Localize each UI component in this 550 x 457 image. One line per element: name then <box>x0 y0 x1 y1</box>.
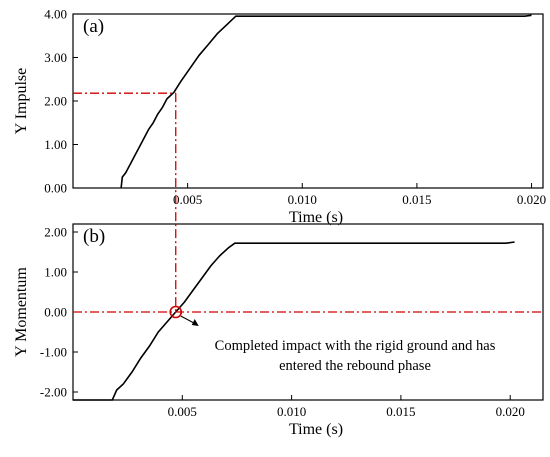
annotation-line-1: Completed impact with the rigid ground a… <box>215 338 496 354</box>
panel-a-impulse: 0.00 1.00 2.00 3.00 4.00 0.005 0.010 0.015 0.02… <box>13 7 546 227</box>
x-tick-label: 0.015 <box>386 404 415 419</box>
panel-b-x-axis: 0.005 0.010 0.015 0.020 <box>168 395 525 419</box>
reference-lines <box>73 92 543 326</box>
panel-b-momentum-line <box>73 241 515 401</box>
y-tick-label: -2.00 <box>40 385 67 400</box>
panel-b-momentum: -2.00-1.000.001.002.00 0.005 0.010 0.015 0.… <box>13 223 544 438</box>
zero-crossing-marker <box>169 305 183 319</box>
panel-a-impulse-line <box>120 14 532 189</box>
y-tick-label: 3.00 <box>44 50 67 65</box>
y-tick-label: 0.00 <box>44 305 67 320</box>
panel-a-y-axis-title: Y Impulse <box>13 68 30 135</box>
y-tick-label: 2.00 <box>44 225 67 240</box>
y-tick-label: 2.00 <box>44 94 67 109</box>
x-tick-label: 0.005 <box>168 404 197 419</box>
x-tick-label: 0.015 <box>402 192 431 207</box>
panel-a-y-axis: 0.00 1.00 2.00 3.00 4.00 <box>44 7 78 196</box>
panel-b-y-axis: -2.00 -1.00 0.00 1.00 2.00 <box>40 225 78 400</box>
panel-a-plot-frame <box>72 13 544 189</box>
x-tick-label: 0.005 <box>173 192 202 207</box>
panel-b-y-axis-title: Y Momentum <box>13 267 30 357</box>
x-tick-label: 0.010 <box>288 192 317 207</box>
panel-a-x-axis-title: Time (s) <box>289 209 343 226</box>
panel-a-label: (a) <box>83 16 104 37</box>
y-tick-label: -1.00 <box>40 345 67 360</box>
panel-b-label: (b) <box>83 226 105 247</box>
y-tick-label: 0.00 <box>44 181 67 196</box>
x-tick-label: 0.020 <box>517 192 546 207</box>
y-tick-label: 1.00 <box>44 137 67 152</box>
y-tick-label: 1.00 <box>44 265 67 280</box>
annotation-line-2: entered the rebound phase <box>279 358 431 374</box>
x-tick-label: 0.010 <box>277 404 306 419</box>
panel-b-x-axis-title: Time (s) <box>289 421 343 438</box>
x-tick-label: 0.020 <box>496 404 525 419</box>
y-tick-label: 4.00 <box>44 7 67 22</box>
annotation-arrowhead <box>191 319 199 326</box>
panel-a-x-axis: 0.005 0.010 0.015 0.020 <box>173 183 546 207</box>
